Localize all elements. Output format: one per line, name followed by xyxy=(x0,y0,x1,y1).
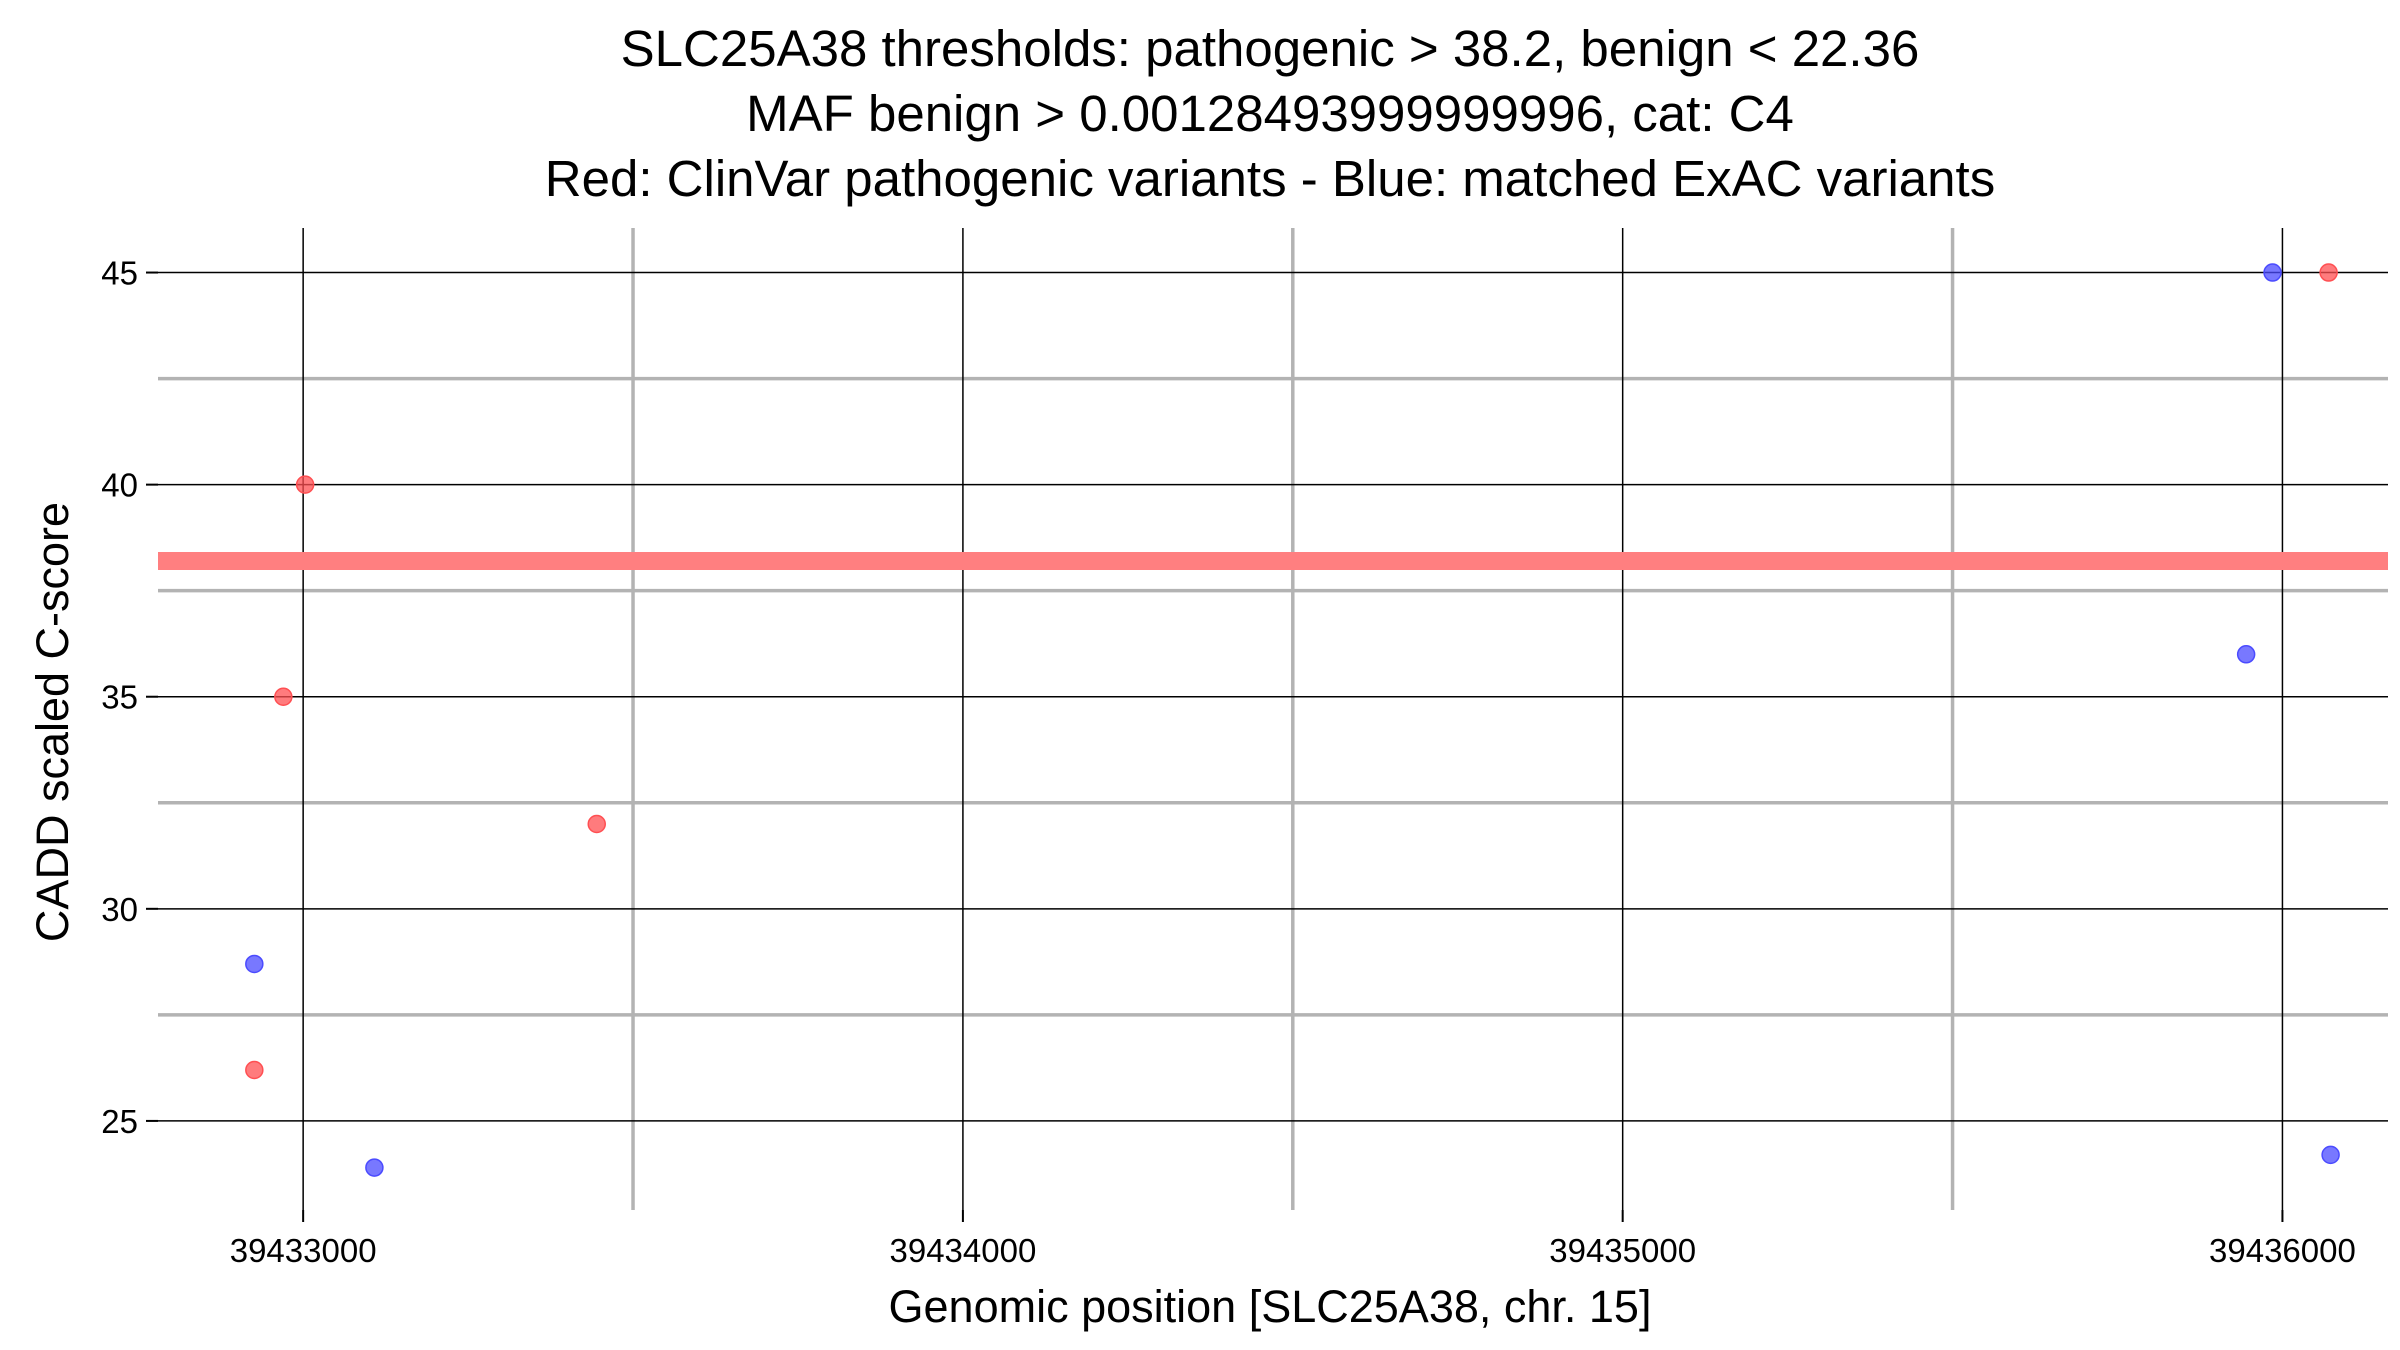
data-point-exac xyxy=(2236,645,2256,664)
minor-gridlines xyxy=(158,228,2388,1210)
y-tick-label: 45 xyxy=(101,255,138,292)
data-point-exac xyxy=(245,954,264,974)
chart-title-line-1: SLC25A38 thresholds: pathogenic > 38.2, … xyxy=(621,20,1920,77)
data-point-clinvar xyxy=(274,687,293,706)
data-point-clinvar xyxy=(587,814,606,834)
x-tick-label: 39433000 xyxy=(230,1232,377,1269)
data-point-exac xyxy=(365,1158,384,1177)
chart-title-line-2: MAF benign > 0.00128493999999996, cat: C… xyxy=(746,85,1794,142)
data-point-clinvar xyxy=(295,475,315,494)
data-point-clinvar xyxy=(2319,263,2338,282)
x-axis: 39433000 39434000 39435000 39436000 xyxy=(230,1210,2356,1269)
major-gridlines xyxy=(158,228,2388,1210)
y-axis: 25 30 35 40 45 xyxy=(101,255,158,1140)
x-tick-label: 39434000 xyxy=(889,1232,1036,1269)
y-tick-label: 30 xyxy=(101,891,138,928)
chart-title-line-3: Red: ClinVar pathogenic variants - Blue:… xyxy=(545,150,1995,207)
data-point-exac xyxy=(2321,1145,2340,1165)
data-point-clinvar xyxy=(245,1060,264,1080)
x-axis-title: Genomic position [SLC25A38, chr. 15] xyxy=(889,1281,1652,1332)
data-points xyxy=(245,263,2340,1177)
chart-title: SLC25A38 thresholds: pathogenic > 38.2, … xyxy=(545,20,1995,207)
y-tick-label: 25 xyxy=(101,1103,138,1140)
y-axis-title: CADD scaled C-score xyxy=(27,502,78,942)
y-tick-label: 40 xyxy=(101,467,138,504)
x-tick-label: 39436000 xyxy=(2209,1232,2356,1269)
data-point-exac xyxy=(2263,263,2282,282)
x-tick-label: 39435000 xyxy=(1549,1232,1696,1269)
y-tick-label: 35 xyxy=(101,679,138,716)
